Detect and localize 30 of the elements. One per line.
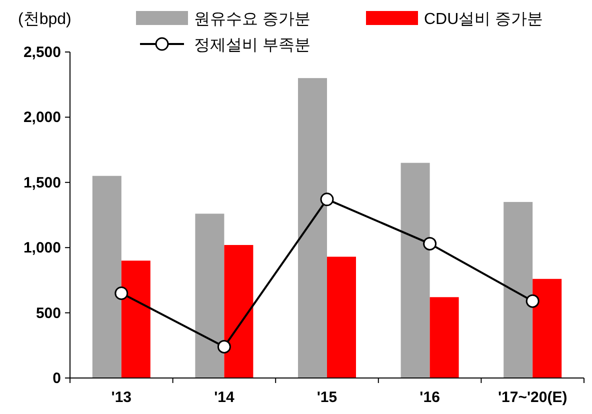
- bar: [400, 162, 430, 378]
- y-tick-label: 500: [36, 304, 61, 322]
- x-tick-label: '16: [420, 389, 440, 406]
- y-tick-label: 1,000: [23, 240, 61, 257]
- y-tick-label: 2,000: [23, 109, 61, 126]
- x-tick-label: '15: [316, 389, 338, 406]
- point: [114, 286, 128, 300]
- bar: [224, 244, 254, 378]
- bar: [298, 78, 327, 378]
- bar: [504, 202, 533, 378]
- point: [320, 192, 334, 206]
- bar: [92, 176, 122, 378]
- bar: [327, 256, 356, 378]
- legend-label: 원유수요 증가분: [194, 11, 310, 28]
- bar: [121, 260, 150, 378]
- point: [526, 294, 540, 308]
- y-tick-label: 0: [52, 370, 61, 387]
- y-tick-label: 1,500: [23, 174, 61, 192]
- bar: [532, 278, 562, 378]
- y-tick-label: 2,500: [23, 44, 61, 61]
- y-axis-title: (천bpd): [18, 11, 72, 28]
- bar: [430, 297, 459, 378]
- bar: [195, 214, 224, 378]
- x-tick-label: '13: [111, 389, 132, 406]
- point: [217, 340, 231, 354]
- point: [423, 236, 437, 250]
- legend-label: CDU설비 증가분: [424, 11, 544, 28]
- legend-label: 정제설비 부족분: [194, 37, 310, 54]
- x-tick-label: '14: [214, 389, 235, 406]
- x-tick-label: '17~'20(E): [498, 389, 568, 406]
